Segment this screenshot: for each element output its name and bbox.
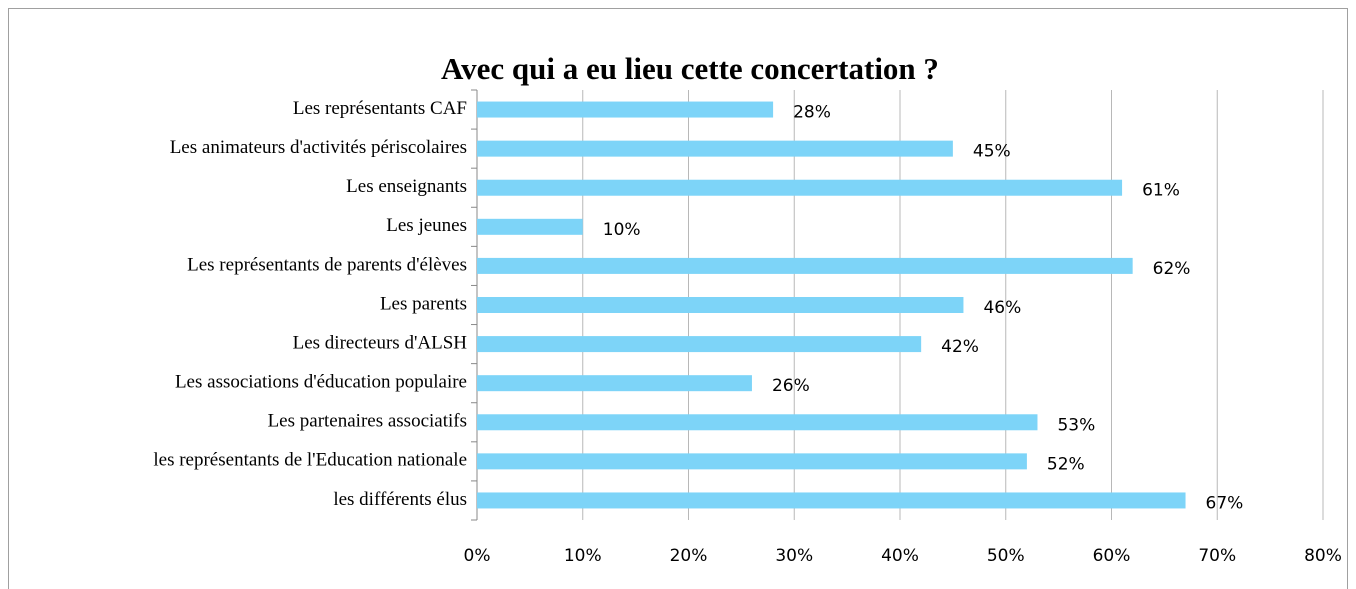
- y-tick-label: les différents élus: [333, 489, 467, 510]
- bar: [477, 375, 752, 392]
- y-tick-label: Les enseignants: [346, 176, 467, 197]
- bar: [477, 297, 964, 313]
- x-tick-label: 40%: [881, 546, 919, 566]
- data-label: 46%: [983, 298, 1021, 318]
- data-label: 52%: [1047, 454, 1085, 474]
- y-tick-label: Les associations d'éducation populaire: [175, 372, 467, 393]
- data-label: 45%: [973, 142, 1011, 162]
- y-tick-label: Les partenaires associatifs: [268, 411, 467, 432]
- bar: [477, 414, 1038, 431]
- bar: [477, 257, 1133, 274]
- x-tick-label: 70%: [1198, 546, 1236, 566]
- chart-title: Avec qui a eu lieu cette concertation ?: [441, 51, 939, 86]
- data-label: 62%: [1153, 259, 1191, 279]
- bar: [477, 453, 1027, 470]
- x-tick-label: 80%: [1304, 546, 1342, 566]
- data-label: 28%: [793, 103, 831, 123]
- bar: [477, 336, 922, 353]
- chart-frame: [8, 8, 1348, 589]
- y-tick-label: Les représentants de parents d'élèves: [187, 254, 467, 275]
- x-tick-label: 0%: [464, 546, 491, 566]
- data-label: 61%: [1142, 181, 1180, 201]
- bar: [477, 101, 774, 118]
- bar: [477, 179, 1123, 196]
- data-label: 42%: [941, 337, 979, 357]
- x-tick-label: 30%: [775, 546, 813, 566]
- data-label: 10%: [603, 220, 641, 240]
- bar: [477, 140, 953, 157]
- x-tick-label: 20%: [670, 546, 708, 566]
- data-label: 67%: [1206, 493, 1244, 513]
- data-label: 53%: [1057, 415, 1095, 435]
- x-tick-label: 50%: [987, 546, 1025, 566]
- y-tick-label: Les jeunes: [386, 215, 467, 236]
- y-tick-label: Les animateurs d'activités périscolaires: [170, 137, 467, 158]
- data-label: 26%: [772, 376, 810, 396]
- bar: [477, 492, 1186, 509]
- y-tick-label: Les représentants CAF: [293, 98, 467, 119]
- x-tick-label: 10%: [564, 546, 602, 566]
- x-tick-label: 60%: [1093, 546, 1131, 566]
- y-tick-label: les représentants de l'Education nationa…: [153, 450, 467, 471]
- y-tick-label: Les directeurs d'ALSH: [293, 332, 468, 353]
- y-tick-label: Les parents: [380, 293, 467, 314]
- bar: [477, 218, 583, 235]
